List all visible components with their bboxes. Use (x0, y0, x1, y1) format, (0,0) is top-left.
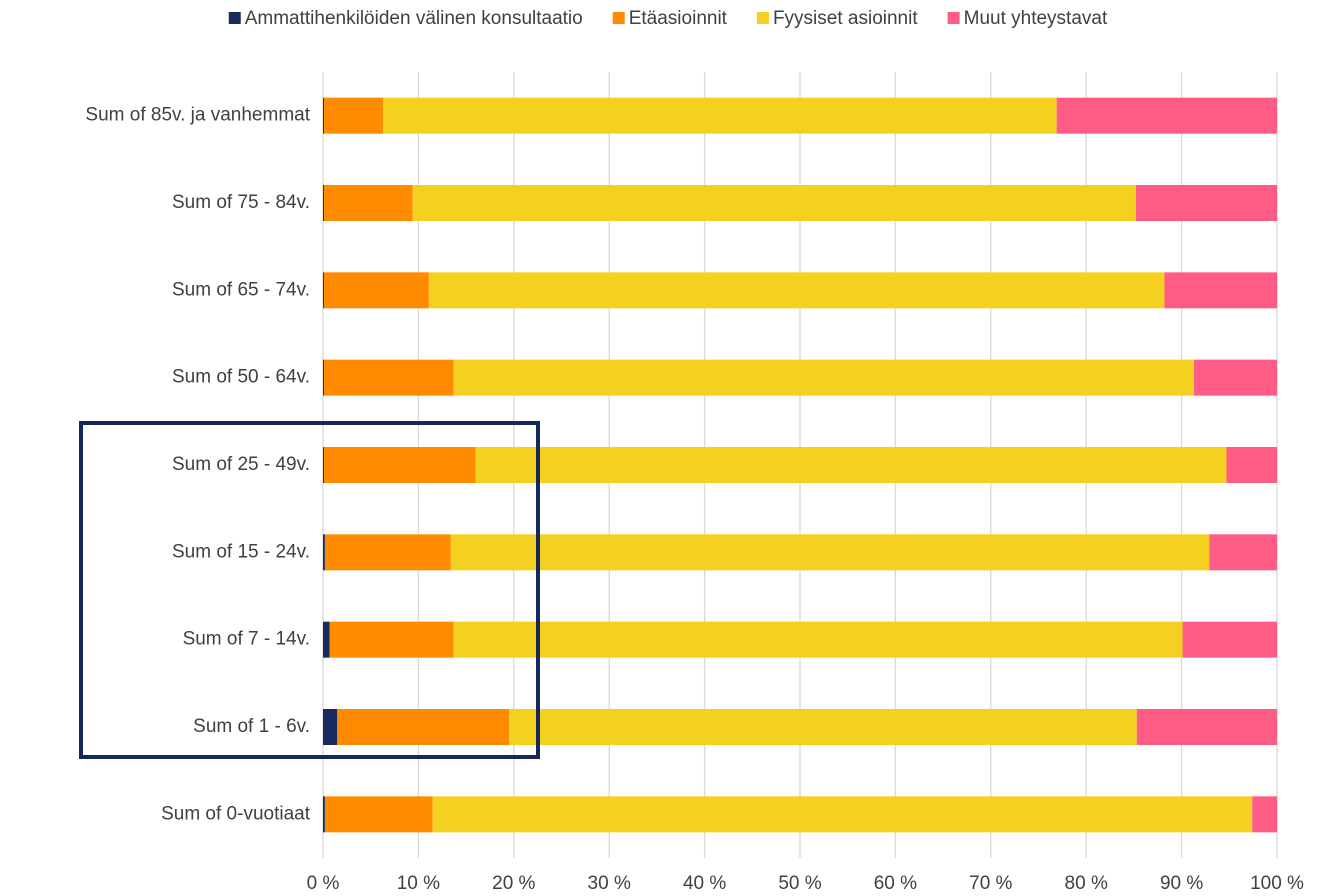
bar-segment (1136, 709, 1277, 745)
y-tick-label: Sum of 15 - 24v. (172, 541, 310, 562)
bar-segment (323, 621, 330, 658)
bar-segment (453, 621, 1183, 658)
bar-segment (1226, 447, 1277, 483)
bar-segment (428, 272, 1165, 309)
bar-segment (432, 796, 1253, 833)
legend-label: Ammattihenkilöiden välinen konsultaatio (245, 8, 583, 29)
y-tick-label: Sum of 25 - 49v. (172, 454, 310, 475)
bar-segment (323, 447, 324, 483)
bar-segment (1056, 97, 1277, 134)
x-tick-label: 10 % (397, 873, 440, 894)
y-tick-label: Sum of 85v. ja vanhemmat (85, 105, 310, 126)
legend-marker (228, 12, 241, 24)
legend-marker (756, 12, 769, 24)
x-tick-label: 20 % (492, 873, 535, 894)
bar-segment (323, 447, 476, 483)
y-tick-label: Sum of 65 - 74v. (172, 279, 310, 300)
x-tick-label: 60 % (874, 873, 917, 894)
x-tick-label: 80 % (1065, 873, 1108, 894)
legend-marker (947, 12, 960, 24)
x-tick-label: 0 % (307, 873, 340, 894)
x-tick-label: 50 % (778, 873, 821, 894)
y-tick-label: Sum of 0-vuotiaat (161, 803, 311, 824)
bar-segment (1209, 534, 1277, 571)
bar-segment (509, 709, 1137, 745)
bar-segment (323, 272, 429, 309)
bar-segment (324, 796, 433, 833)
x-tick-label: 100 % (1250, 873, 1304, 894)
bar-segment (1135, 185, 1277, 221)
highlight-box (79, 421, 540, 759)
bar-segment (323, 185, 413, 221)
bar-segment (323, 359, 324, 396)
bar-segment (323, 796, 325, 833)
bar-segment (323, 185, 324, 221)
y-tick-label: Sum of 1 - 6v. (193, 716, 310, 737)
bar-segment (475, 447, 1227, 483)
bar-segment (324, 534, 451, 571)
bar-segment (453, 359, 1195, 396)
bar-segment (1252, 796, 1277, 833)
bar-segment (1182, 621, 1277, 658)
bar-segment (1164, 272, 1277, 309)
bar-segment (323, 272, 324, 309)
y-tick-label: Sum of 50 - 64v. (172, 367, 310, 388)
legend-label: Etäasioinnit (629, 8, 728, 29)
bar-segment (323, 97, 324, 134)
bar-segment (1194, 359, 1277, 396)
bar-segment (323, 709, 338, 745)
bar-segment (383, 97, 1057, 134)
bar-segment (323, 359, 454, 396)
legend-label: Fyysiset asioinnit (773, 8, 918, 29)
x-tick-label: 30 % (588, 873, 631, 894)
legend-marker (612, 12, 625, 24)
bar-segment (337, 709, 510, 745)
y-tick-label: Sum of 75 - 84v. (172, 192, 310, 213)
legend-label: Muut yhteystavat (964, 8, 1108, 29)
bar-segment (412, 185, 1136, 221)
bar-segment (450, 534, 1210, 571)
y-tick-label: Sum of 7 - 14v. (183, 629, 310, 650)
x-tick-label: 70 % (969, 873, 1012, 894)
bar-segment (329, 621, 454, 658)
x-tick-label: 40 % (683, 873, 726, 894)
bar-segment (323, 534, 325, 571)
bar-segment (323, 97, 384, 134)
x-tick-label: 90 % (1160, 873, 1203, 894)
